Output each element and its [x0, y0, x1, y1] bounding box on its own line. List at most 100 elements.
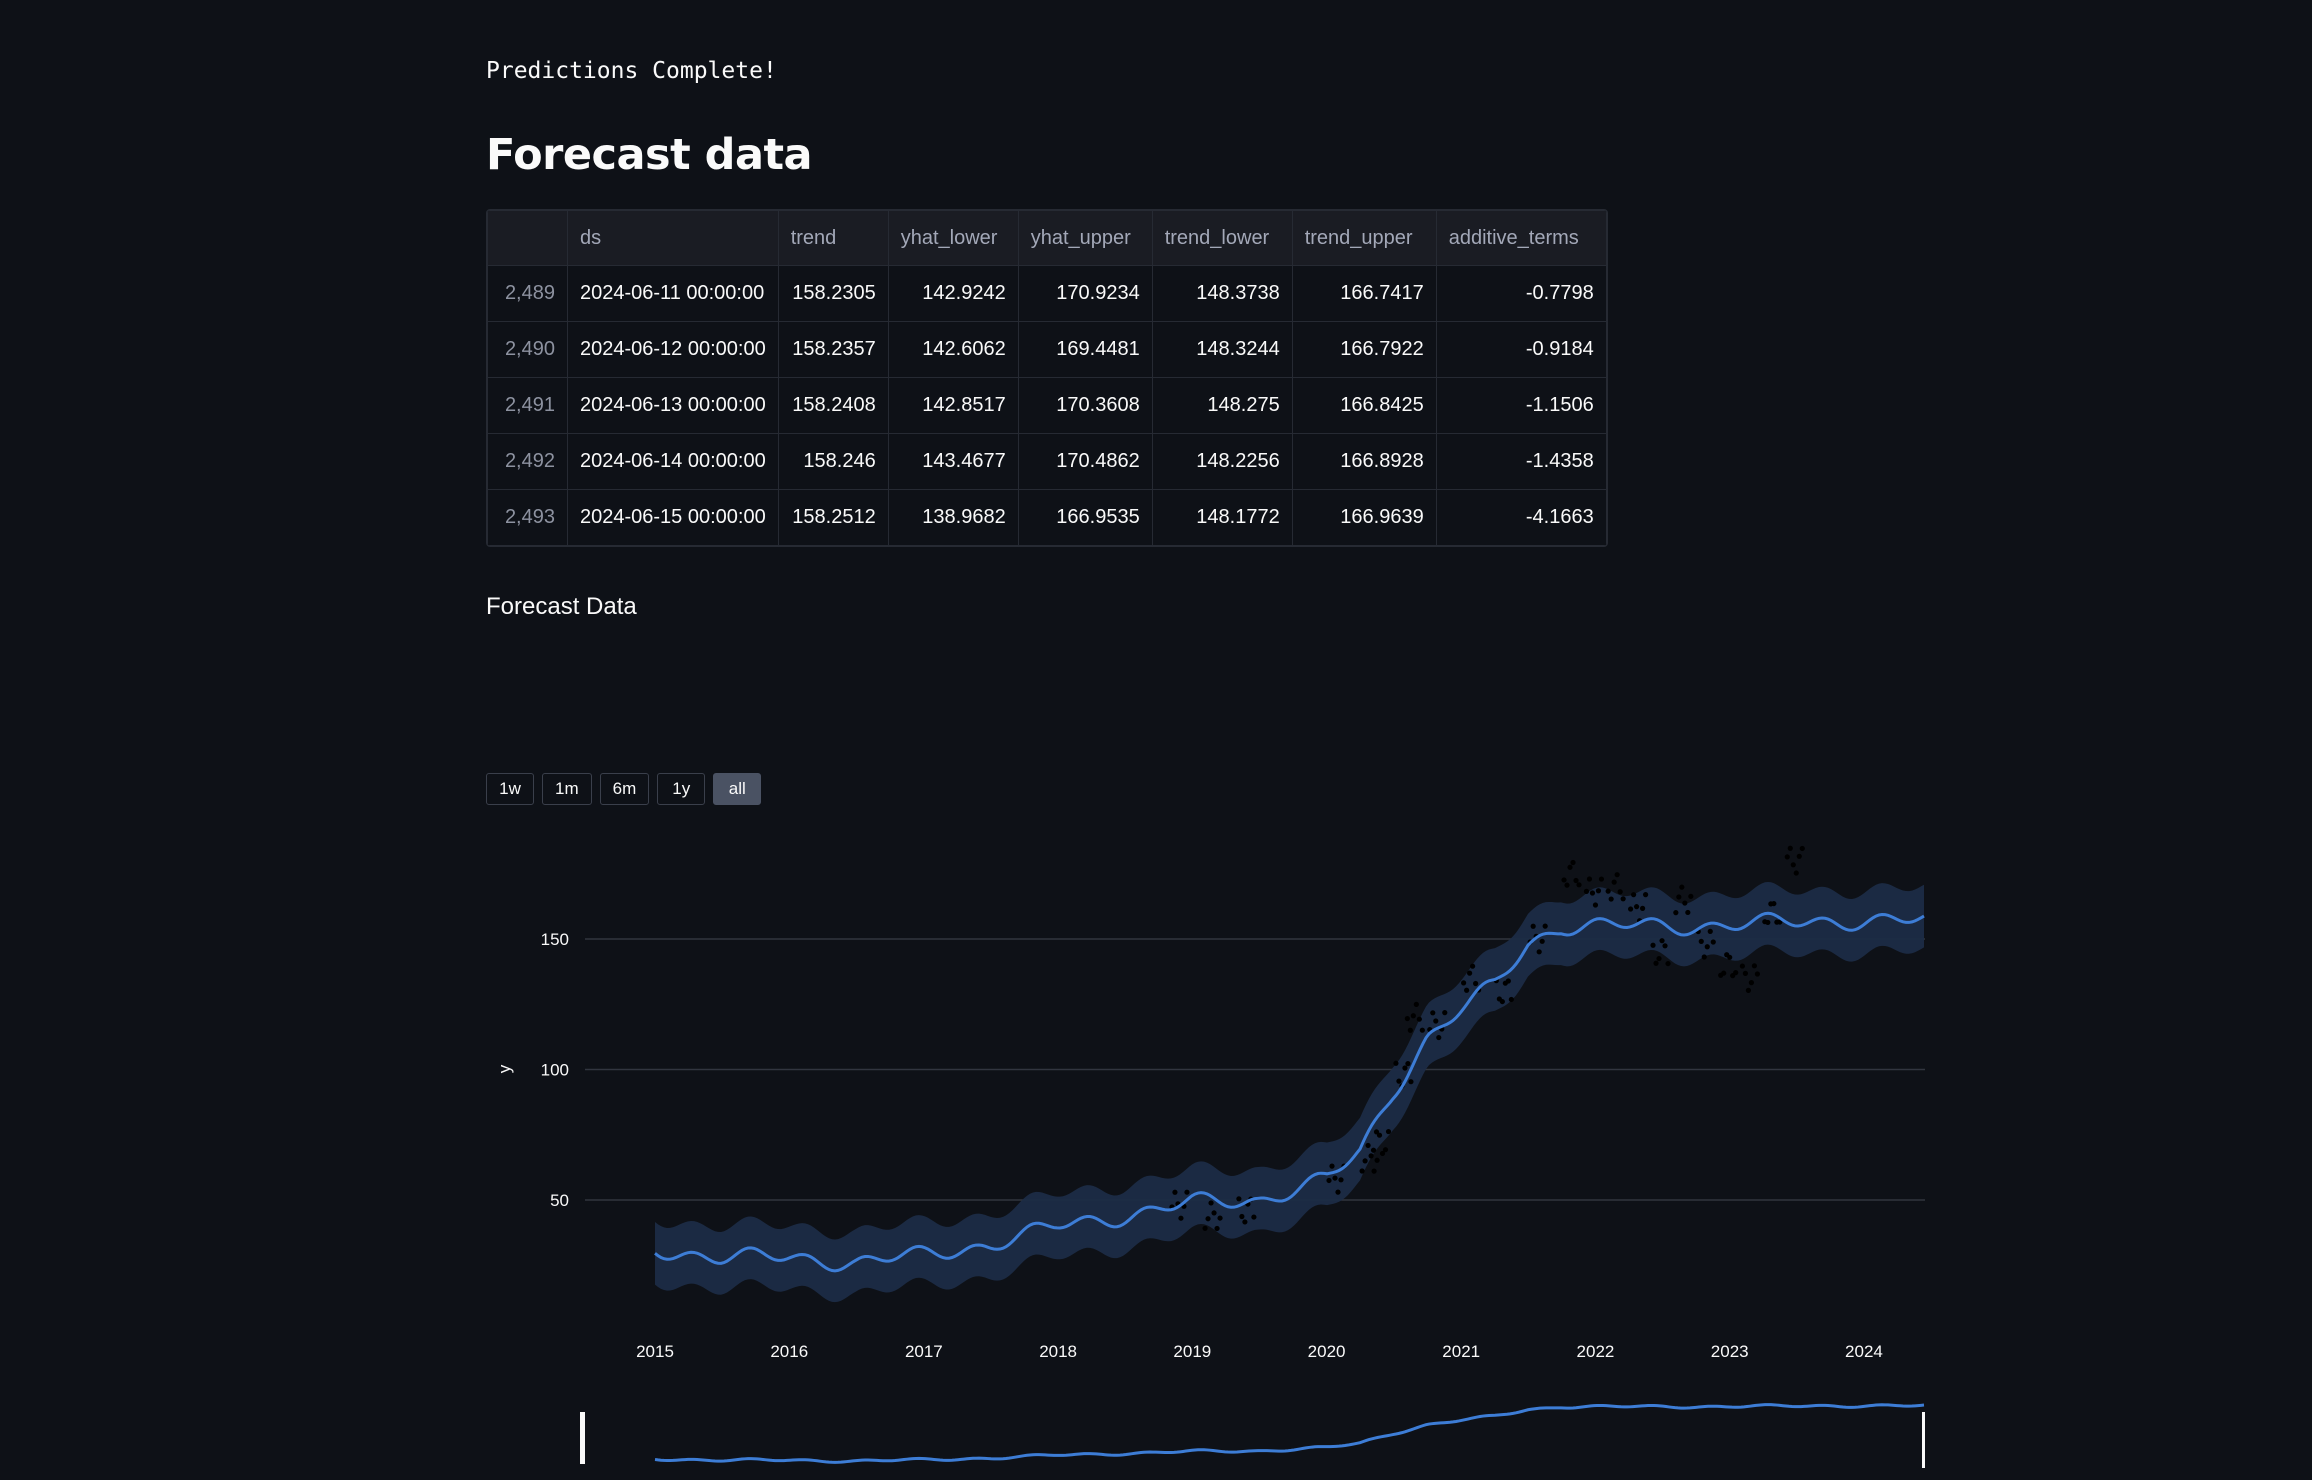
forecast-table[interactable]: ds trend yhat_lower yhat_upper trend_lower tr… — [486, 209, 1608, 547]
actual-point — [1329, 1163, 1335, 1169]
column-header-trend[interactable]: trend — [777, 210, 889, 266]
actual-point — [1650, 942, 1656, 948]
table-cell[interactable]: 2024-06-15 00:00:00 — [567, 489, 779, 546]
range-slider-handle-right[interactable] — [1922, 1412, 1925, 1468]
actual-point — [1704, 944, 1710, 950]
table-cell[interactable]: 138.9682 — [887, 489, 1019, 546]
range-slider-line — [654, 1403, 1925, 1464]
x-tick-label: 2024 — [1845, 1342, 1883, 1361]
actual-point — [1733, 970, 1739, 976]
row-index-cell[interactable]: 2,493 — [487, 489, 568, 546]
range-selector: 1w 1m 6m 1y all — [486, 773, 762, 805]
y-axis-label: y — [495, 1064, 514, 1073]
actual-point — [1790, 862, 1796, 868]
actual-point — [1698, 938, 1704, 944]
actual-point — [1642, 892, 1649, 898]
actual-point — [1442, 1010, 1448, 1016]
table-cell[interactable]: -1.4358 — [1435, 433, 1607, 490]
table-cell[interactable]: 169.4481 — [1017, 321, 1153, 378]
table-cell[interactable]: 148.3244 — [1151, 321, 1293, 378]
row-index-cell[interactable]: 2,489 — [487, 265, 568, 322]
actual-point — [1573, 877, 1579, 884]
column-header-ds[interactable]: ds — [567, 210, 779, 266]
column-header-yhat-lower[interactable]: yhat_lower — [887, 210, 1019, 266]
actual-point — [1499, 998, 1505, 1005]
range-button-1m[interactable]: 1m — [542, 773, 592, 805]
actual-point — [1410, 1013, 1416, 1019]
actual-point — [1777, 919, 1783, 925]
actual-point — [1461, 980, 1467, 986]
table-cell[interactable]: -0.7798 — [1435, 265, 1607, 322]
actual-point — [1787, 845, 1793, 851]
actual-point — [1576, 882, 1582, 888]
actual-point — [1362, 1158, 1368, 1164]
table-row[interactable]: 2,490 2024-06-12 00:00:00 158.2357 142.6062… — [487, 321, 1607, 378]
actual-point — [1595, 888, 1602, 894]
table-cell[interactable]: 170.4862 — [1017, 433, 1153, 490]
actual-point — [1404, 1015, 1410, 1022]
column-header-trend-lower[interactable]: trend_lower — [1151, 210, 1293, 266]
page-heading: Forecast data — [486, 130, 813, 180]
range-button-6m[interactable]: 6m — [599, 773, 650, 805]
table-cell[interactable]: 166.9639 — [1291, 489, 1437, 546]
table-cell[interactable]: 158.2305 — [777, 265, 889, 322]
column-header-additive-terms[interactable]: additive_terms — [1435, 210, 1607, 266]
actual-point — [1653, 960, 1659, 966]
actual-point — [1583, 888, 1590, 894]
actual-point — [1178, 1215, 1184, 1221]
table-row[interactable]: 2,489 2024-06-11 00:00:00 158.2305 142.9242… — [487, 265, 1607, 322]
table-cell[interactable]: 2024-06-13 00:00:00 — [567, 377, 779, 434]
table-cell[interactable]: -1.1506 — [1435, 377, 1607, 434]
x-tick-label: 2021 — [1442, 1342, 1480, 1361]
table-cell[interactable]: 166.8425 — [1291, 377, 1437, 434]
table-cell[interactable]: 142.6062 — [887, 321, 1019, 378]
table-cell[interactable]: 166.7922 — [1291, 321, 1437, 378]
actual-point — [1676, 894, 1682, 900]
table-cell[interactable]: 2024-06-14 00:00:00 — [567, 433, 779, 490]
actual-point — [1793, 870, 1799, 876]
column-header-trend-upper[interactable]: trend_upper — [1291, 210, 1437, 266]
table-cell[interactable]: 142.9242 — [887, 265, 1019, 322]
actual-point — [1408, 1079, 1414, 1085]
actual-point — [1611, 879, 1617, 885]
table-cell[interactable]: -4.1663 — [1435, 489, 1607, 546]
range-button-all[interactable]: all — [713, 773, 762, 805]
range-button-1w[interactable]: 1w — [486, 773, 534, 805]
table-cell[interactable]: 166.7417 — [1291, 265, 1437, 322]
table-cell[interactable]: 158.2512 — [777, 489, 889, 546]
table-cell[interactable]: 143.4677 — [887, 433, 1019, 490]
actual-point — [1473, 980, 1479, 987]
actual-point — [1796, 853, 1802, 859]
actual-point — [1332, 1175, 1338, 1181]
table-cell[interactable]: 166.9535 — [1017, 489, 1153, 546]
row-index-cell[interactable]: 2,491 — [487, 377, 568, 434]
table-cell[interactable]: 148.275 — [1151, 377, 1293, 434]
actual-point — [1470, 963, 1476, 969]
table-cell[interactable]: 170.3608 — [1017, 377, 1153, 434]
actual-point — [1536, 949, 1542, 955]
column-header-yhat-upper[interactable]: yhat_upper — [1017, 210, 1153, 266]
actual-point — [1739, 963, 1746, 969]
table-row[interactable]: 2,493 2024-06-15 00:00:00 158.2512 138.9682… — [487, 489, 1607, 546]
x-tick-label: 2023 — [1711, 1342, 1749, 1361]
actual-point — [1416, 1016, 1422, 1022]
table-cell[interactable]: 170.9234 — [1017, 265, 1153, 322]
x-tick-label: 2017 — [905, 1342, 943, 1361]
actual-point — [1376, 1132, 1383, 1138]
y-tick-label: 100 — [541, 1061, 569, 1080]
table-cell[interactable]: 166.8928 — [1291, 433, 1437, 490]
table-cell[interactable]: 142.8517 — [887, 377, 1019, 434]
range-slider-handle-left[interactable] — [580, 1412, 585, 1464]
actual-point — [1701, 954, 1707, 960]
x-tick-label: 2020 — [1308, 1342, 1346, 1361]
row-index-cell[interactable]: 2,490 — [487, 321, 568, 378]
table-row[interactable]: 2,491 2024-06-13 00:00:00 158.2408 142.8517… — [487, 377, 1607, 434]
table-row[interactable]: 2,492 2024-06-14 00:00:00 158.246 143.4677 1… — [487, 433, 1607, 490]
actual-point — [1430, 1010, 1436, 1016]
table-cell[interactable]: 148.1772 — [1151, 489, 1293, 546]
actual-point — [1407, 1027, 1413, 1033]
row-index-cell[interactable]: 2,492 — [487, 433, 568, 490]
table-cell[interactable]: 148.2256 — [1151, 433, 1293, 490]
range-button-1y[interactable]: 1y — [657, 773, 706, 805]
